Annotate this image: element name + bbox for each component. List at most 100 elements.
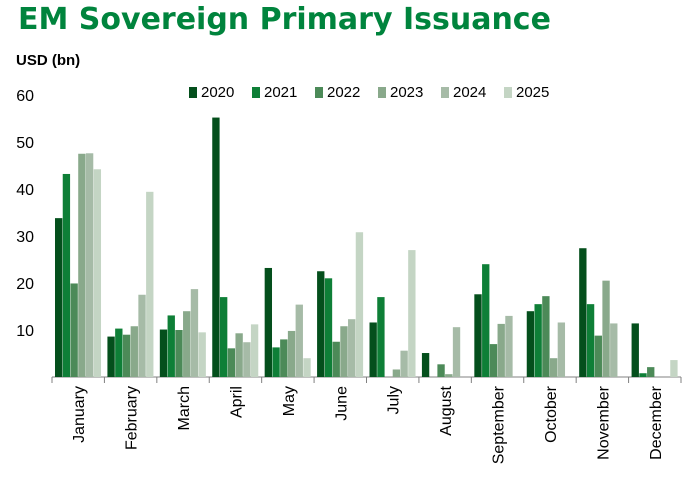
bar-2020-september	[474, 294, 482, 377]
bar-2024-march	[190, 289, 199, 377]
x-tick-label: February	[124, 386, 141, 450]
bar-2021-march	[167, 315, 175, 377]
x-tick-label: August	[438, 385, 455, 435]
y-tick-label: 20	[16, 276, 34, 293]
bar-2023-november	[602, 280, 610, 377]
legend-label-2021: 2021	[264, 84, 297, 101]
bar-2022-january	[70, 283, 78, 377]
legend-label-2024: 2024	[453, 84, 486, 101]
bar-2020-july	[369, 322, 377, 377]
bar-2021-december	[639, 373, 647, 377]
bar-2022-december	[647, 367, 655, 377]
bar-2024-may	[295, 304, 303, 377]
bar-2022-november	[594, 335, 602, 377]
bar-2022-september	[489, 344, 498, 377]
x-tick-label: November	[595, 385, 612, 459]
legend-swatch-2025	[504, 87, 512, 98]
bar-2023-march	[183, 311, 191, 377]
bar-2021-september	[482, 264, 490, 377]
bar-2023-april	[235, 333, 243, 377]
y-tick-label: 30	[16, 229, 34, 246]
bar-2023-september	[497, 323, 505, 377]
bar-2023-may	[287, 330, 296, 377]
bar-2025-may	[303, 358, 311, 377]
y-axis-label: USD (bn)	[16, 52, 81, 69]
legend-swatch-2020	[189, 87, 197, 98]
bar-2021-october	[534, 304, 542, 377]
axes: 10 20 30 40 50 60 January February March April May…	[16, 88, 682, 464]
legend-label-2023: 2023	[390, 84, 423, 101]
bar-2025-march	[198, 332, 206, 377]
legend-label-2025: 2025	[516, 84, 549, 101]
bar-2025-february	[146, 191, 154, 377]
legend-swatch-2024	[441, 87, 449, 98]
bar-2020-june	[317, 271, 325, 377]
bar-2024-november	[610, 323, 618, 377]
bar-2024-january	[85, 153, 94, 377]
legend: 2020 2021 2022 2023 2024 2025	[189, 84, 549, 101]
bar-2024-june	[348, 319, 356, 377]
bar-2025-january	[93, 169, 102, 377]
x-tick-label: April	[228, 386, 245, 418]
bars	[55, 117, 678, 377]
bar-2022-october	[542, 296, 550, 377]
bar-2022-february	[122, 334, 131, 377]
legend-swatch-2022	[315, 87, 323, 98]
bar-2022-august	[437, 364, 445, 377]
bar-2020-may	[264, 267, 273, 377]
bar-2021-may	[272, 347, 280, 377]
x-tick-label: October	[543, 385, 560, 443]
legend-swatch-2023	[378, 87, 386, 98]
bar-2025-december	[670, 360, 678, 377]
legend-swatch-2021	[252, 87, 260, 98]
bar-2025-april	[250, 324, 259, 377]
x-tick-label: December	[648, 385, 665, 459]
x-tick-label: January	[71, 386, 88, 443]
bar-2021-april	[219, 297, 228, 377]
bar-2023-february	[130, 326, 138, 377]
bar-2022-april	[227, 348, 236, 377]
bar-2024-october	[557, 322, 566, 377]
x-tick-label: June	[333, 386, 350, 421]
x-tick-label: September	[491, 385, 508, 464]
bar-2023-july	[392, 369, 401, 377]
bar-2025-june	[355, 232, 364, 377]
y-tick-label: 60	[16, 88, 34, 105]
bar-2024-april	[243, 342, 251, 377]
chart-title: EM Sovereign Primary Issuance	[18, 2, 551, 37]
bar-2023-august	[445, 374, 453, 377]
bar-2020-august	[421, 353, 430, 377]
bar-2020-april	[212, 117, 220, 377]
x-tick-label: July	[386, 386, 403, 414]
bar-2021-february	[115, 328, 123, 377]
bar-2020-october	[526, 311, 535, 377]
legend-label-2020: 2020	[201, 84, 234, 101]
bar-2021-november	[586, 304, 595, 377]
bar-2023-october	[549, 358, 558, 377]
bar-2020-january	[55, 218, 63, 377]
bar-2022-may	[280, 339, 288, 377]
bar-2024-july	[400, 350, 408, 377]
bar-2025-july	[408, 250, 416, 377]
bar-2024-august	[452, 327, 461, 377]
x-tick-label: May	[281, 386, 298, 416]
bar-2020-december	[631, 323, 639, 377]
bar-2020-november	[579, 248, 587, 377]
bar-2023-june	[340, 326, 348, 377]
bar-2022-june	[332, 341, 340, 377]
bar-2022-march	[175, 330, 183, 377]
y-tick-label: 10	[16, 323, 34, 340]
y-tick-label: 50	[16, 135, 34, 152]
bar-2021-january	[62, 173, 71, 377]
bar-2020-march	[159, 329, 168, 377]
bar-2021-july	[377, 297, 385, 377]
bar-2024-september	[505, 315, 513, 377]
bar-2024-february	[138, 294, 146, 377]
bar-2021-june	[324, 278, 333, 377]
bar-2020-february	[107, 336, 115, 377]
x-tick-label: March	[176, 386, 193, 430]
y-tick-label: 40	[16, 182, 34, 199]
legend-label-2022: 2022	[327, 84, 360, 101]
bar-2023-january	[78, 153, 86, 377]
